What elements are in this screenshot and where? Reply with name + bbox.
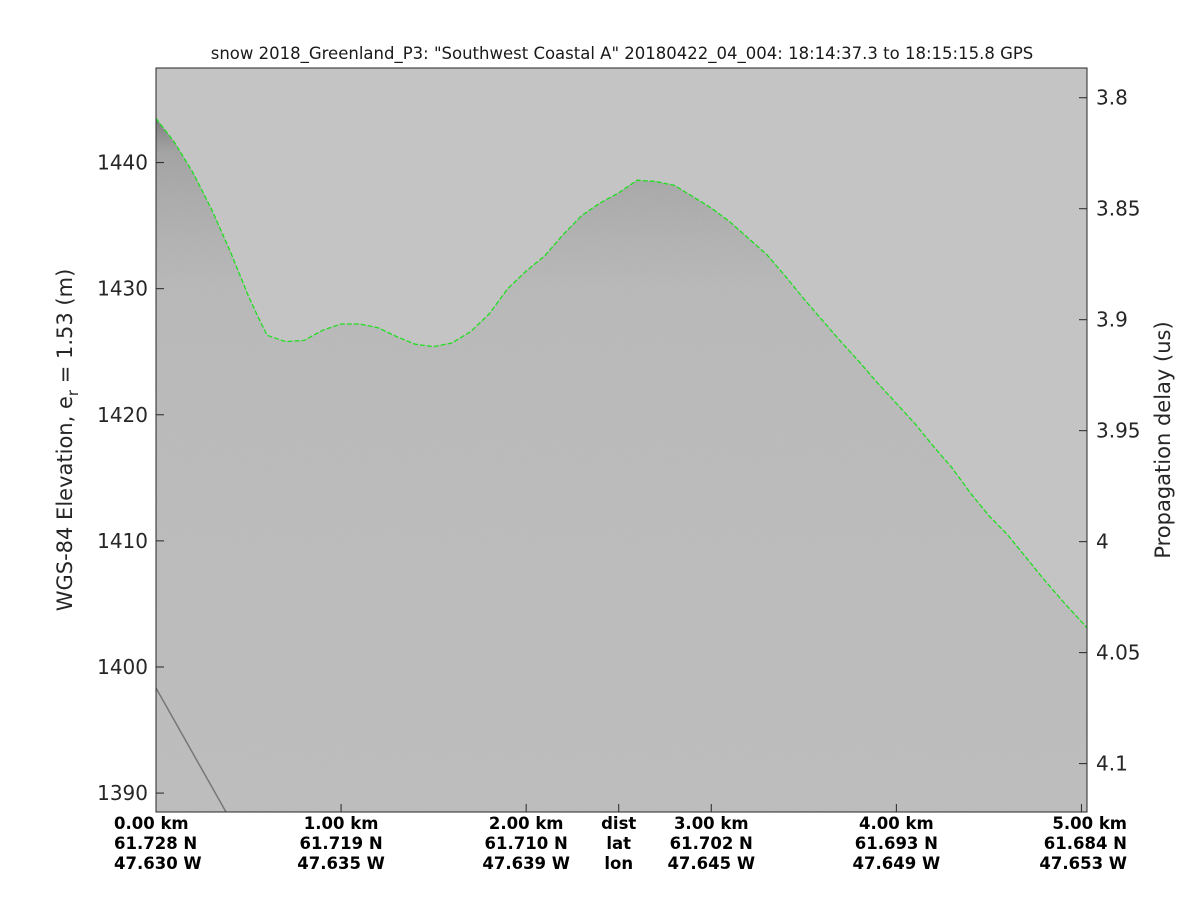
- x-tick-lon-label: 47.639 W: [482, 854, 570, 873]
- x-tick-lat-label: 61.684 N: [1044, 834, 1127, 853]
- y-axis-label: WGS-84 Elevation, er = 1.53 (m): [53, 269, 82, 612]
- y2-tick-label: 3.8: [1096, 86, 1128, 110]
- x-tick-lat-label: 61.728 N: [114, 834, 197, 853]
- y-axis-left: 1390 1400 1410 1420 1430 1440: [97, 151, 164, 805]
- y-tick-label: 1390: [97, 781, 148, 805]
- y2-tick-label: 4.1: [1096, 752, 1128, 776]
- y2-tick-label: 3.95: [1096, 419, 1141, 443]
- surface-layer-line: [156, 118, 1087, 629]
- y-tick-label: 1430: [97, 277, 148, 301]
- chart-title: snow 2018_Greenland_P3: "Southwest Coast…: [211, 44, 1034, 64]
- x-tick-lon-label: 47.649 W: [853, 854, 941, 873]
- x-tick-dist-label: 3.00 km: [674, 814, 749, 833]
- x-tick-lon-label: 47.630 W: [114, 854, 202, 873]
- y-tick-label: 1400: [97, 655, 148, 679]
- x-tick-lon-label: 47.635 W: [297, 854, 385, 873]
- y-axis-label-subscript: r: [64, 389, 82, 396]
- y2-tick-label: 4: [1096, 530, 1109, 554]
- x-tick-lat-label: lat: [606, 834, 631, 853]
- y-tick-label: 1420: [97, 403, 148, 427]
- y-axis-right-label: Propagation delay (us): [1151, 321, 1175, 558]
- x-tick-dist-label: 2.00 km: [489, 814, 564, 833]
- plot-frame: [155, 67, 1088, 813]
- x-tick-lat-label: 61.702 N: [670, 834, 753, 853]
- x-tick-lon-label: 47.645 W: [667, 854, 755, 873]
- x-tick-dist-label: 0.00 km: [114, 814, 189, 833]
- x-tick-dist-label: dist: [601, 814, 636, 833]
- x-tick-dist-label: 4.00 km: [859, 814, 934, 833]
- y-axis-label-tail: = 1.53 (m): [53, 269, 77, 390]
- x-tick-lat-label: 61.693 N: [855, 834, 938, 853]
- y2-tick-label: 3.9: [1096, 308, 1128, 332]
- diagonal-artifact: [156, 687, 227, 812]
- echogram-image: [156, 68, 1087, 812]
- x-tick-dist-label: 5.00 km: [1052, 814, 1127, 833]
- x-tick-lon-label: 47.653 W: [1039, 854, 1127, 873]
- x-tick-lat-label: 61.719 N: [299, 834, 382, 853]
- x-tick-dist-label: 1.00 km: [304, 814, 379, 833]
- x-tick-lon-label: lon: [604, 854, 633, 873]
- y-tick-label: 1410: [97, 529, 148, 553]
- y-tick-label: 1440: [97, 151, 148, 175]
- y2-tick-label: 4.05: [1096, 641, 1141, 665]
- x-tick-lat-label: 61.710 N: [485, 834, 568, 853]
- speckle-noise: [156, 68, 1087, 812]
- y2-tick-label: 3.85: [1096, 197, 1141, 221]
